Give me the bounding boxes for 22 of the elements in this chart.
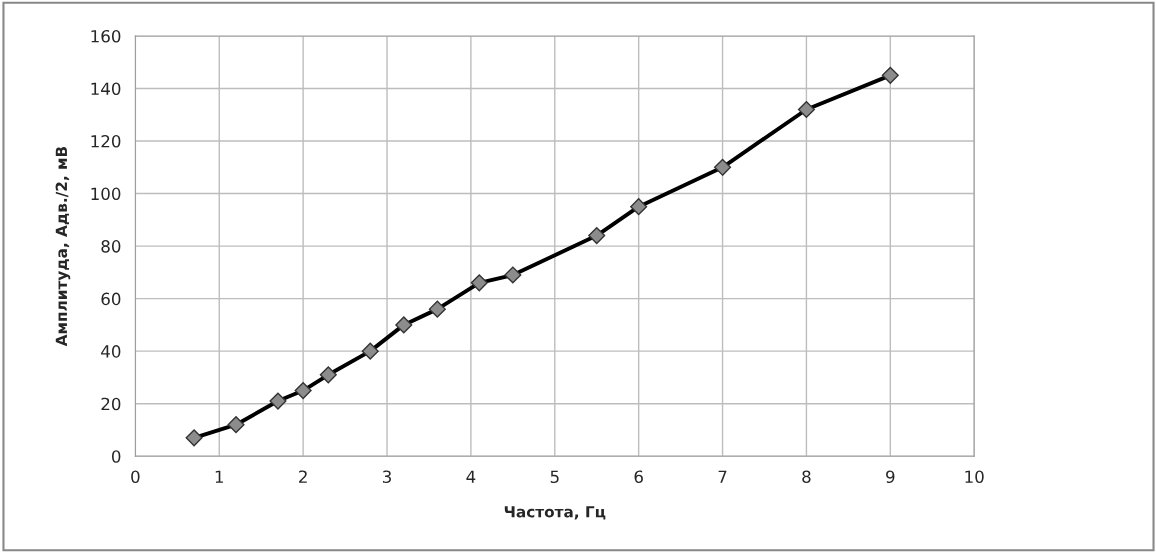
x-tick-label: 5 <box>550 470 559 484</box>
y-tick-label: 100 <box>91 187 121 201</box>
y-tick-label: 60 <box>101 292 121 306</box>
x-tick-label: 6 <box>634 470 643 484</box>
x-axis-title: Частота, Гц <box>504 506 606 520</box>
y-tick-label: 40 <box>101 345 121 358</box>
y-tick-label: 120 <box>91 134 121 148</box>
y-tick-label: 160 <box>91 29 121 43</box>
y-tick-label: 0 <box>111 450 121 463</box>
x-tick-label: 0 <box>131 470 140 484</box>
y-tick-label: 140 <box>91 82 121 96</box>
y-axis-title: Амплитуда, Адв./2, мВ <box>55 146 71 347</box>
x-tick-label: 3 <box>382 470 391 484</box>
x-tick-label: 7 <box>718 470 727 483</box>
x-tick-label: 10 <box>965 470 984 484</box>
y-tick-label: 80 <box>101 240 121 253</box>
x-tick-label: 1 <box>215 470 224 483</box>
x-tick-label: 9 <box>886 470 895 484</box>
x-tick-label: 2 <box>299 470 307 483</box>
x-tick-label: 4 <box>466 470 476 483</box>
y-tick-label: 20 <box>101 397 121 411</box>
x-tick-label: 8 <box>802 470 811 484</box>
